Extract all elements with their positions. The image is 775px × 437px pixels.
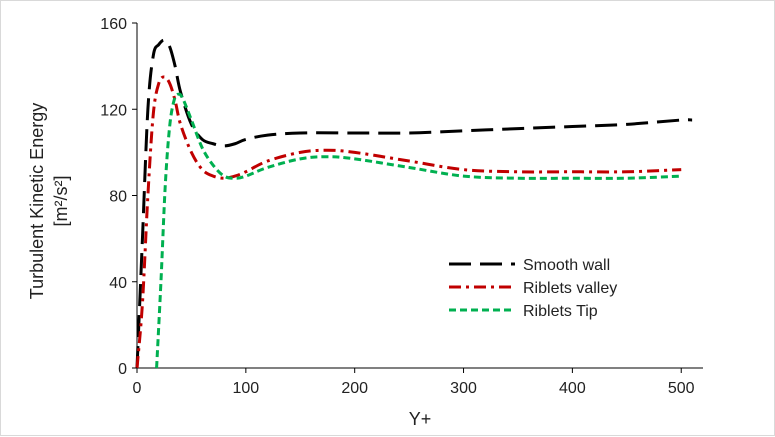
- x-tick-label: 400: [559, 380, 586, 397]
- y-tick-label: 80: [109, 189, 127, 206]
- y-tick-label: 40: [109, 275, 127, 292]
- y-tick-label: 0: [118, 361, 127, 378]
- x-tick-labels: 0 100 200 300 400 500: [133, 368, 695, 397]
- y-tick-label: 120: [100, 102, 127, 119]
- y-axis-unit: [m²/s²]: [51, 176, 71, 227]
- y-tick-label: 160: [100, 16, 127, 33]
- legend-label-2: Riblets valley: [523, 280, 617, 297]
- x-tick-label: 500: [668, 380, 695, 397]
- series-line-2: [135, 75, 682, 369]
- series-line-3: [155, 92, 682, 369]
- y-axis-title: Turbulent Kinetic Energy: [27, 103, 47, 299]
- legend-label-1: Smooth wall: [523, 257, 610, 274]
- y-tick-labels: 0 40 80 120 160: [100, 16, 137, 378]
- x-tick-label: 100: [232, 380, 259, 397]
- x-tick-label: 200: [341, 380, 368, 397]
- legend: Smooth wall Riblets valley Riblets Tip: [449, 257, 617, 320]
- plot-area: [135, 23, 703, 369]
- x-tick-label: 300: [450, 380, 477, 397]
- series-line-1: [135, 38, 693, 369]
- legend-label-3: Riblets Tip: [523, 303, 598, 320]
- x-tick-label: 0: [133, 380, 142, 397]
- x-axis-title: Y+: [409, 409, 432, 429]
